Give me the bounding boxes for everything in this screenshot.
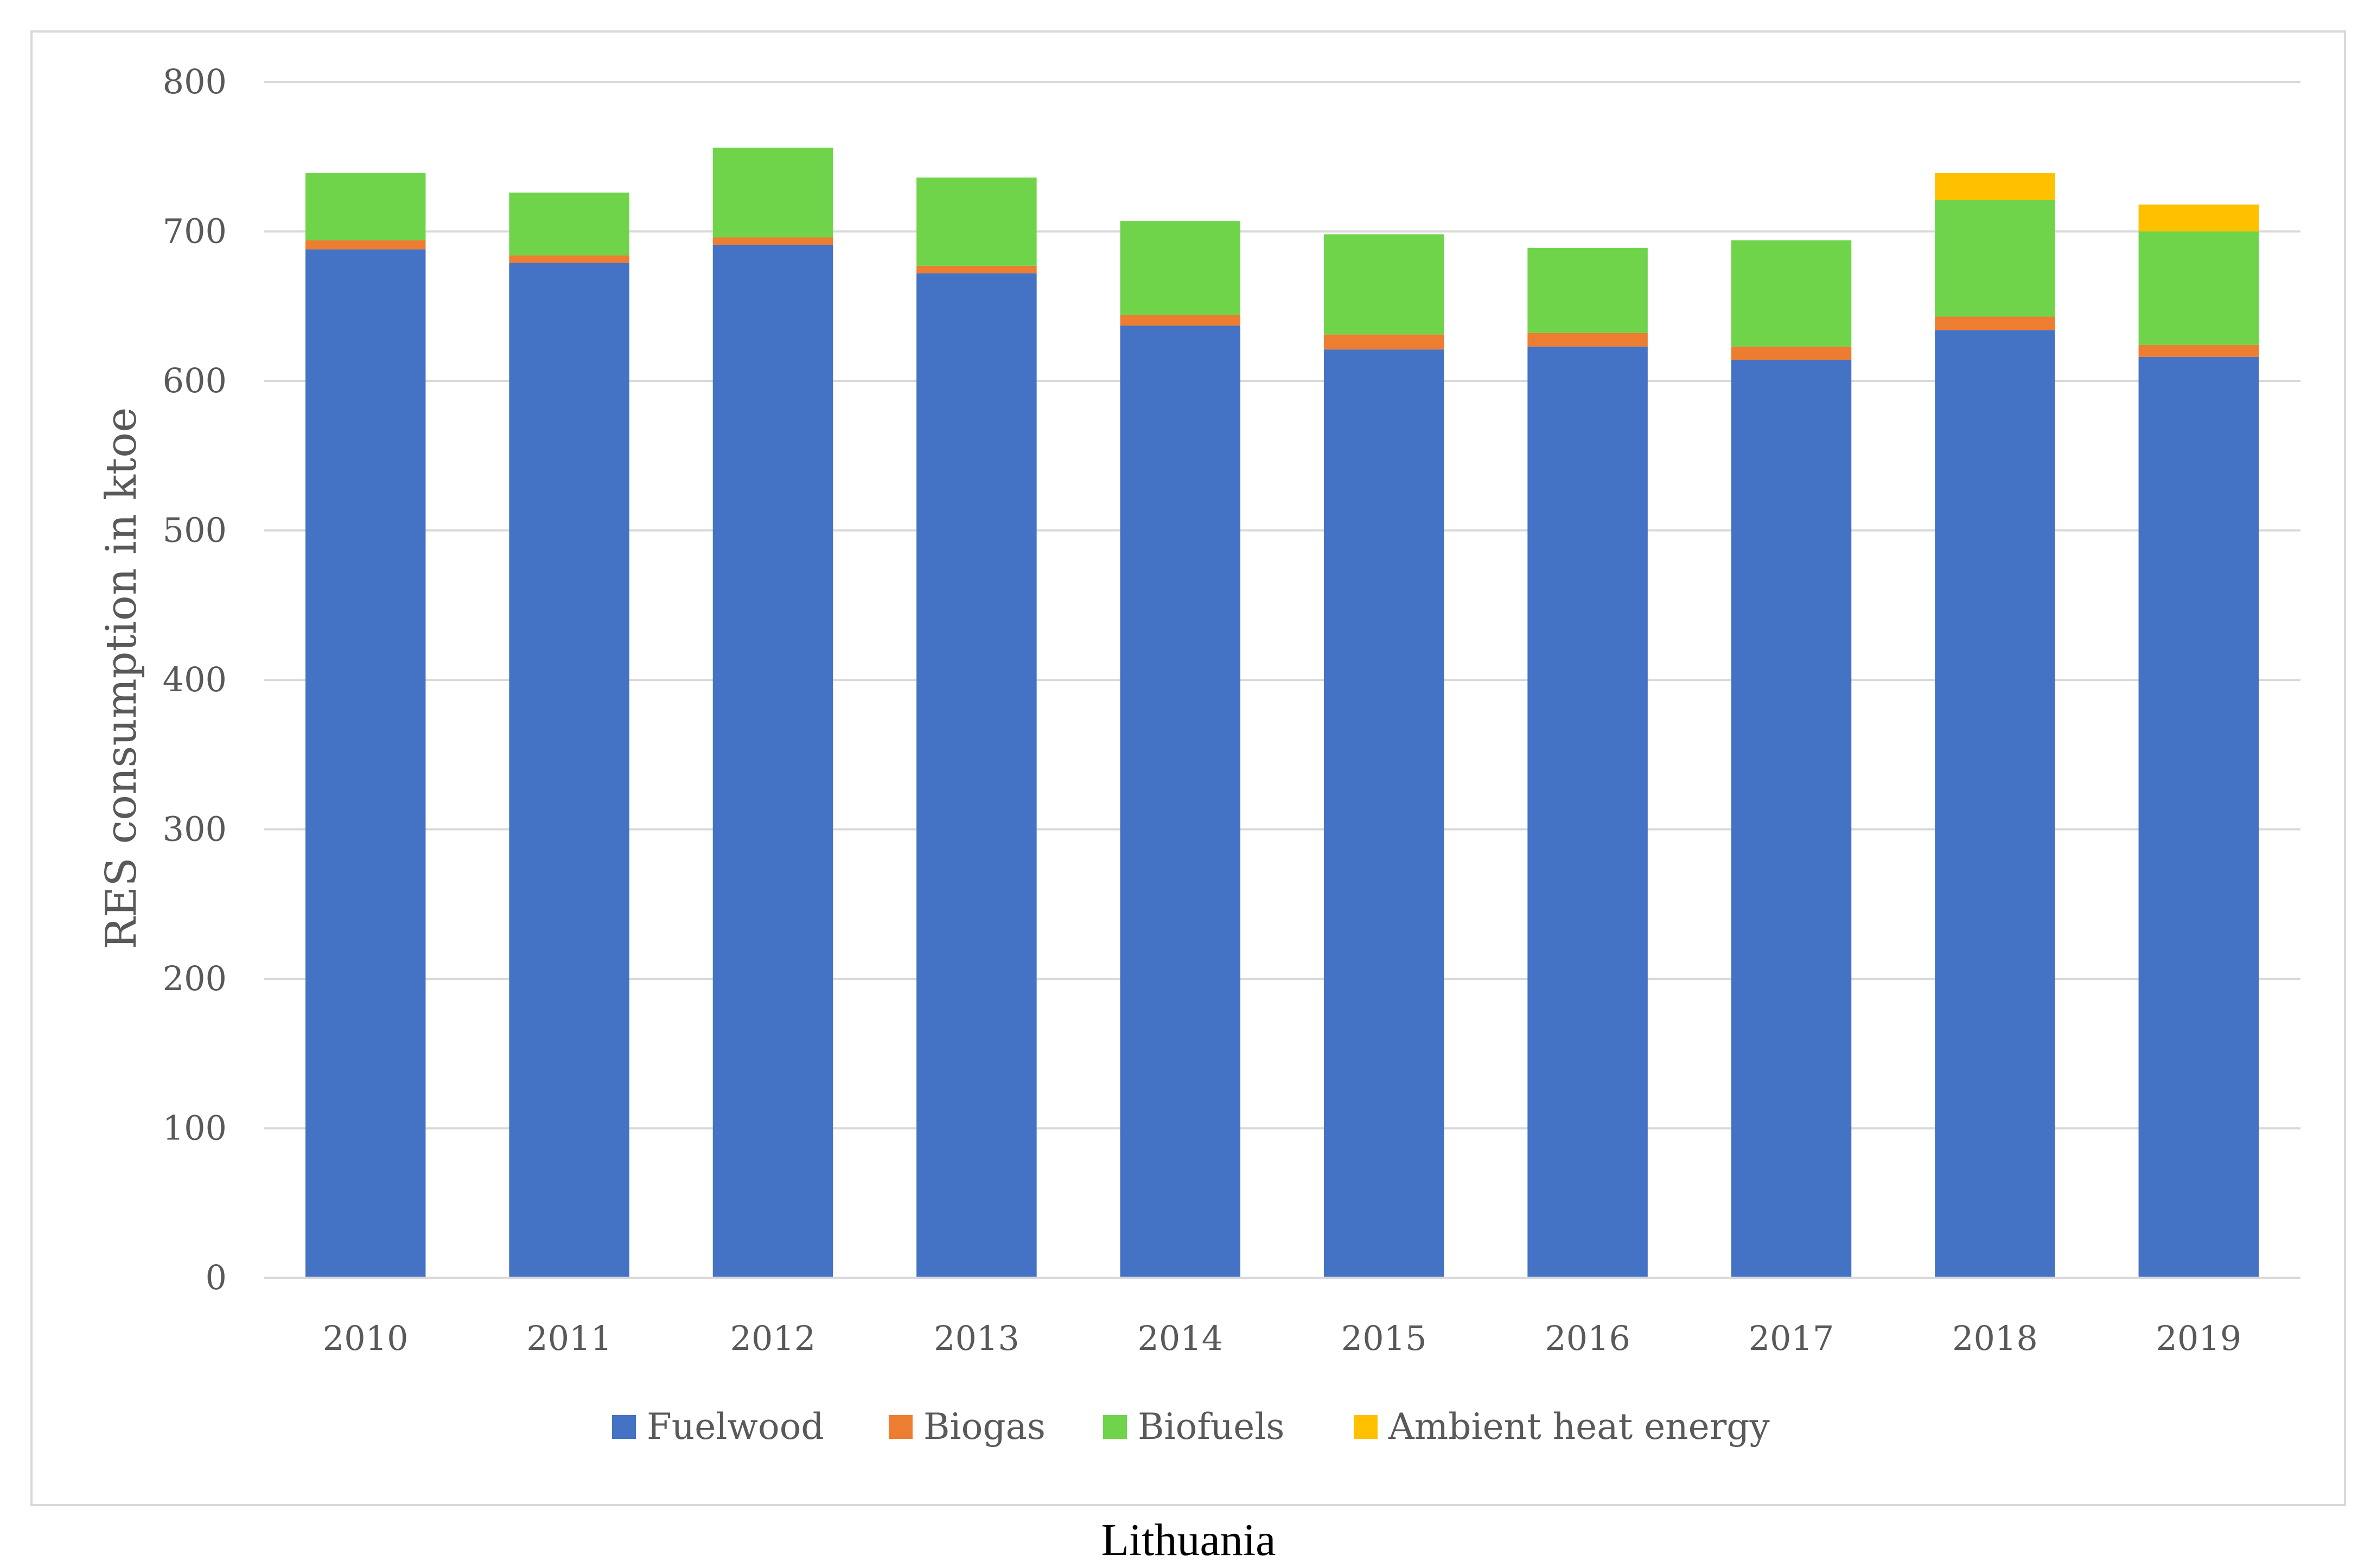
bar-segment-biofuels-2010 bbox=[305, 173, 426, 241]
bar-segment-ambient-heat-energy-2018 bbox=[1935, 173, 2055, 200]
bar-segment-biofuels-2017 bbox=[1731, 240, 1852, 347]
bar-segment-fuelwood-2014 bbox=[1120, 326, 1241, 1278]
bar-segment-biofuels-2012 bbox=[712, 148, 833, 238]
y-tick-label: 300 bbox=[163, 810, 227, 849]
x-tick-label: 2011 bbox=[526, 1318, 612, 1358]
y-tick-label: 800 bbox=[163, 62, 227, 101]
bar-segment-biofuels-2014 bbox=[1120, 221, 1241, 315]
x-tick-label: 2017 bbox=[1749, 1318, 1834, 1358]
bar-segment-biogas-2013 bbox=[916, 265, 1037, 273]
legend-swatch-ambient-heat-energy bbox=[1354, 1415, 1378, 1439]
legend-swatch-biogas bbox=[889, 1415, 913, 1439]
legend-label-fuelwood: Fuelwood bbox=[647, 1406, 824, 1448]
legend-swatch-biofuels bbox=[1103, 1415, 1127, 1439]
bar-segment-biofuels-2015 bbox=[1323, 234, 1444, 335]
y-tick-label: 500 bbox=[163, 511, 227, 550]
bar-segment-biogas-2011 bbox=[509, 255, 629, 263]
x-tick-label: 2014 bbox=[1137, 1318, 1223, 1358]
bar-segment-fuelwood-2017 bbox=[1731, 360, 1852, 1278]
bar-segment-biogas-2010 bbox=[305, 240, 426, 250]
y-axis-tick-labels: 0 100 200 300 400 500 600 700 800 bbox=[163, 62, 227, 1297]
bar-segment-biogas-2016 bbox=[1527, 333, 1648, 347]
legend-label-biofuels: Biofuels bbox=[1138, 1406, 1284, 1448]
y-tick-label: 100 bbox=[163, 1108, 227, 1148]
bar-segment-biogas-2018 bbox=[1935, 316, 2055, 330]
bar-segment-fuelwood-2018 bbox=[1935, 330, 2055, 1278]
bar-segment-fuelwood-2015 bbox=[1323, 349, 1444, 1278]
bar-segment-biogas-2017 bbox=[1731, 346, 1852, 360]
legend: Fuelwood Biogas Biofuels Ambient heat energ… bbox=[612, 1406, 1770, 1448]
legend-label-biogas: Biogas bbox=[923, 1406, 1046, 1448]
bar-segment-biofuels-2013 bbox=[916, 177, 1037, 266]
x-tick-label: 2010 bbox=[323, 1318, 409, 1358]
bar-segment-fuelwood-2011 bbox=[509, 263, 629, 1278]
x-tick-label: 2018 bbox=[1952, 1318, 2038, 1358]
bar-segment-biofuels-2011 bbox=[509, 192, 629, 256]
bar-segment-biogas-2015 bbox=[1323, 334, 1444, 350]
y-axis-title: RES consumption in ktoe bbox=[97, 407, 146, 949]
legend-label-ambient-heat-energy: Ambient heat energy bbox=[1388, 1406, 1770, 1448]
bar-segment-ambient-heat-energy-2019 bbox=[2138, 204, 2259, 232]
bar-segment-fuelwood-2013 bbox=[916, 273, 1037, 1278]
bar-segment-biogas-2014 bbox=[1120, 315, 1241, 326]
x-tick-label: 2015 bbox=[1341, 1318, 1427, 1358]
bar-segment-biogas-2012 bbox=[712, 237, 833, 245]
x-tick-label: 2019 bbox=[2156, 1318, 2241, 1358]
bar-segment-biogas-2019 bbox=[2138, 345, 2259, 357]
x-tick-label: 2012 bbox=[730, 1318, 816, 1358]
figure-caption: Lithuania bbox=[1101, 1515, 1276, 1565]
y-tick-label: 0 bbox=[206, 1258, 227, 1297]
y-tick-label: 400 bbox=[163, 660, 227, 699]
bar-segment-fuelwood-2016 bbox=[1527, 346, 1648, 1278]
bar-segment-biofuels-2016 bbox=[1527, 247, 1648, 333]
y-tick-label: 700 bbox=[163, 212, 227, 251]
x-tick-label: 2013 bbox=[934, 1318, 1019, 1358]
x-tick-label: 2016 bbox=[1545, 1318, 1630, 1358]
bar-segment-biofuels-2018 bbox=[1935, 200, 2055, 317]
bars bbox=[264, 148, 2300, 1279]
legend-swatch-fuelwood bbox=[612, 1415, 636, 1439]
bar-segment-fuelwood-2012 bbox=[712, 245, 833, 1278]
bar-segment-fuelwood-2010 bbox=[305, 249, 426, 1278]
y-tick-label: 600 bbox=[163, 361, 227, 400]
y-tick-label: 200 bbox=[163, 959, 227, 998]
bar-segment-fuelwood-2019 bbox=[2138, 356, 2259, 1278]
x-axis-tick-labels: 2010 2011 2012 2013 2014 2015 2016 2017 2018 2019 bbox=[323, 1318, 2241, 1358]
bar-segment-biofuels-2019 bbox=[2138, 231, 2259, 345]
